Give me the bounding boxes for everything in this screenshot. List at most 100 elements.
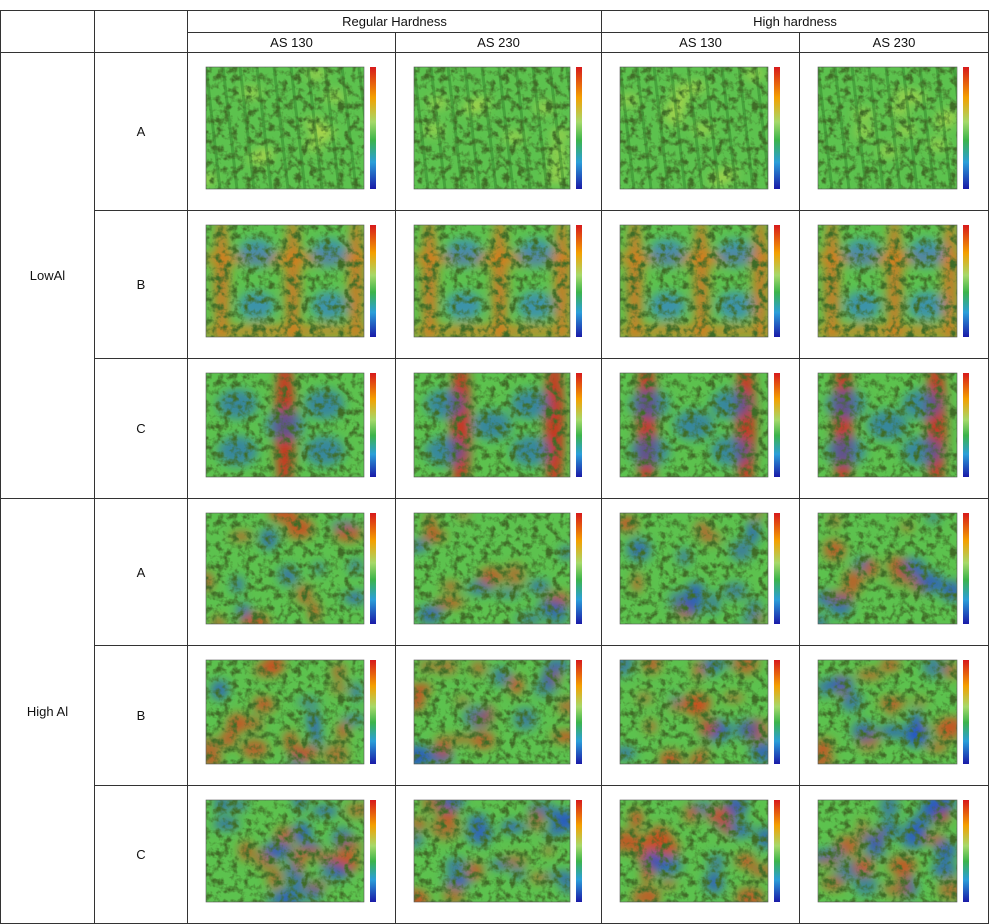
surface-map	[800, 359, 989, 499]
surface-map	[396, 211, 602, 359]
surface-map	[188, 786, 396, 924]
group-header: High hardness	[602, 11, 989, 33]
color-bar	[370, 373, 376, 477]
image-cell	[396, 359, 602, 499]
color-bar	[774, 67, 780, 189]
corner-cell	[95, 11, 188, 53]
image-cell	[188, 359, 396, 499]
row-group-label: High Al	[0, 499, 95, 924]
texture	[414, 800, 570, 902]
texture	[818, 660, 957, 764]
texture	[620, 373, 768, 477]
image-cell	[800, 499, 989, 646]
column-header: AS 130	[188, 33, 396, 53]
image-cell	[602, 211, 800, 359]
row-label: A	[95, 53, 188, 211]
color-bar	[963, 513, 969, 624]
color-bar	[370, 660, 376, 764]
map-area	[813, 512, 963, 632]
texture	[414, 660, 570, 764]
image-cell	[188, 786, 396, 924]
row-label: C	[95, 786, 188, 924]
stripe	[603, 67, 617, 189]
surface-map	[602, 53, 800, 211]
map-area	[402, 790, 578, 911]
image-cell	[800, 211, 989, 359]
texture	[818, 67, 957, 189]
map-area	[190, 214, 380, 348]
map-area	[800, 67, 989, 189]
image-cell	[188, 53, 396, 211]
map-area	[198, 655, 365, 773]
map-area	[398, 214, 585, 348]
texture	[620, 225, 768, 337]
image-cell	[602, 53, 800, 211]
color-bar	[963, 660, 969, 764]
surface-map	[602, 211, 800, 359]
surface-map	[188, 359, 396, 499]
surface-map	[800, 53, 989, 211]
surface-map	[396, 786, 602, 924]
map-area	[804, 214, 971, 348]
column-header: AS 130	[602, 33, 800, 53]
stripe	[189, 67, 203, 189]
image-cell	[800, 646, 989, 786]
color-bar	[576, 225, 582, 337]
texture	[818, 800, 957, 902]
image-cell	[396, 211, 602, 359]
map-area	[408, 506, 572, 626]
color-bar	[370, 513, 376, 624]
stripe	[790, 67, 800, 189]
column-header: AS 230	[800, 33, 989, 53]
color-bar	[576, 373, 582, 477]
texture	[620, 67, 768, 189]
color-bar	[774, 225, 780, 337]
map-area	[615, 506, 768, 625]
texture	[620, 513, 768, 624]
map-area	[188, 67, 396, 189]
color-bar	[774, 660, 780, 764]
map-area	[612, 795, 776, 910]
surface-map	[602, 499, 800, 646]
color-bar	[963, 67, 969, 189]
image-cell	[188, 211, 396, 359]
row-label: B	[95, 211, 188, 359]
image-cell	[396, 499, 602, 646]
texture	[414, 67, 570, 189]
column-header: AS 230	[396, 33, 602, 53]
image-cell	[188, 646, 396, 786]
surface-map	[188, 53, 396, 211]
map-area	[806, 656, 966, 770]
group-header: Regular Hardness	[188, 11, 602, 33]
image-cell	[396, 646, 602, 786]
surface-map	[602, 359, 800, 499]
row-group-label: LowAl	[0, 53, 95, 499]
stripe	[801, 67, 815, 189]
stripe	[376, 67, 390, 189]
stripe	[971, 67, 985, 189]
surface-map	[396, 646, 602, 786]
image-cell	[800, 786, 989, 924]
texture	[206, 660, 364, 764]
texture	[620, 660, 768, 764]
surface-map	[396, 359, 602, 499]
image-cell	[800, 359, 989, 499]
texture	[206, 800, 364, 902]
row-label: A	[95, 499, 188, 646]
surface-map	[800, 646, 989, 786]
color-bar	[963, 373, 969, 477]
texture	[206, 67, 364, 189]
image-cell	[800, 53, 989, 211]
texture	[414, 373, 570, 477]
texture	[206, 225, 364, 337]
image-cell	[188, 499, 396, 646]
map-area	[199, 504, 366, 632]
image-cell	[602, 786, 800, 924]
surface-map	[188, 211, 396, 359]
texture	[414, 513, 570, 624]
corner-cell	[0, 11, 95, 53]
texture	[414, 225, 570, 337]
row-label: B	[95, 646, 188, 786]
map-area	[396, 67, 602, 189]
map-area	[808, 792, 965, 902]
